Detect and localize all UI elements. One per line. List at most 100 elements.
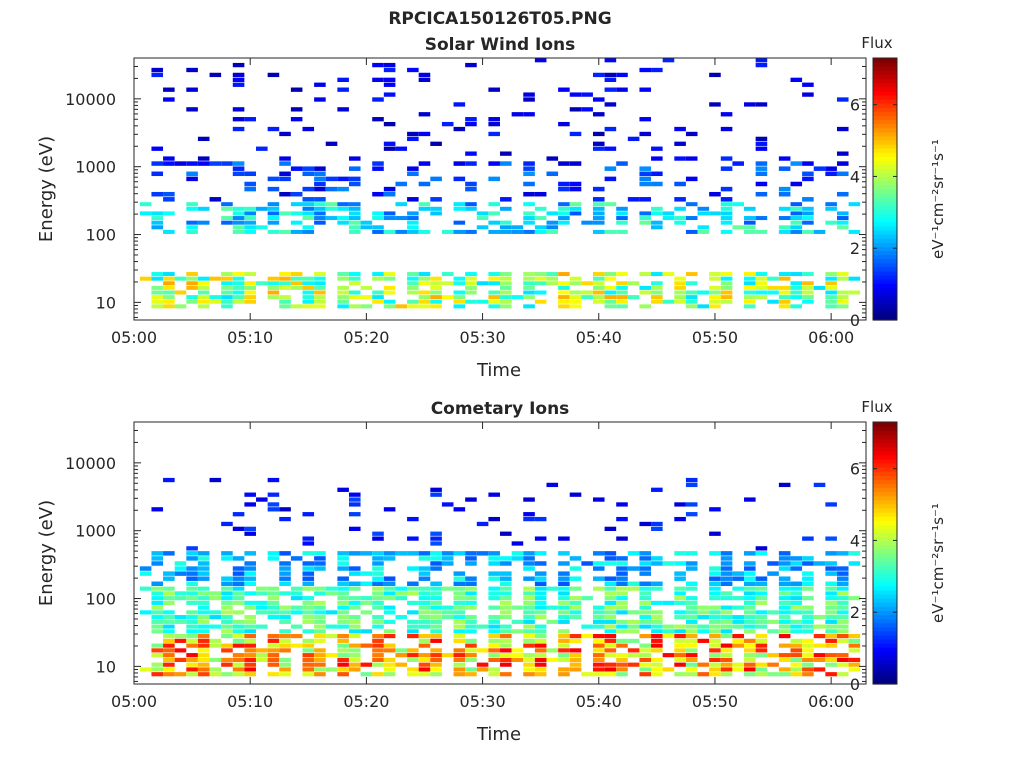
heatmap-cell <box>186 600 198 605</box>
heatmap-cell <box>314 657 326 663</box>
heatmap-cell <box>662 629 675 634</box>
heatmap-cell <box>488 672 500 677</box>
heatmap-cell <box>790 672 803 677</box>
heatmap-cell <box>325 634 338 639</box>
heatmap-cell <box>488 561 500 566</box>
heatmap-cell <box>685 229 698 234</box>
heatmap-cell <box>802 619 814 624</box>
heatmap-cell <box>651 272 663 277</box>
heatmap-cell <box>581 295 593 300</box>
heatmap-cell <box>534 586 547 591</box>
heatmap-cell <box>290 605 303 610</box>
heatmap-cell <box>534 225 547 230</box>
heatmap-cell <box>430 211 442 216</box>
heatmap-cell <box>221 216 233 221</box>
heatmap-cell <box>639 290 652 295</box>
heatmap-cell <box>232 624 245 629</box>
colorbar-segment <box>873 119 897 125</box>
heatmap-cell <box>616 72 628 78</box>
heatmap-cell <box>523 166 535 171</box>
heatmap-cell <box>709 571 721 576</box>
heatmap-cell <box>569 181 582 187</box>
colorbar-segment <box>873 78 897 84</box>
heatmap-cell <box>314 662 326 667</box>
heatmap-cell <box>360 295 373 300</box>
heatmap-cell <box>325 624 338 629</box>
heatmap-cell <box>720 624 733 629</box>
heatmap-cell <box>500 304 512 309</box>
heatmap-cell <box>836 600 849 605</box>
heatmap-cell <box>755 272 768 277</box>
heatmap-cell <box>209 299 222 304</box>
heatmap-cell <box>523 181 535 187</box>
heatmap-cell <box>197 551 210 556</box>
heatmap-cell <box>151 662 164 667</box>
heatmap-cell <box>500 229 512 234</box>
heatmap-cell <box>604 634 617 639</box>
heatmap-cell <box>290 229 303 234</box>
colorbar-tick-label: 6 <box>850 460 860 479</box>
heatmap-cell <box>244 225 256 230</box>
colorbar-segment <box>873 577 897 583</box>
colorbar-segment <box>873 651 897 656</box>
heatmap-cell <box>709 638 721 643</box>
colorbar-segment <box>873 213 897 219</box>
heatmap-cell <box>407 171 419 177</box>
heatmap-cell <box>325 202 338 207</box>
heatmap-cell <box>604 290 617 295</box>
heatmap-cell <box>558 281 570 286</box>
heatmap-cell <box>407 136 419 142</box>
heatmap-cell <box>163 643 175 648</box>
heatmap-cell <box>232 512 245 517</box>
heatmap-cell <box>836 220 849 225</box>
heatmap-cell <box>558 619 570 624</box>
heatmap-cell <box>325 141 338 146</box>
heatmap-cell <box>383 657 396 663</box>
heatmap-cell <box>616 502 628 507</box>
heatmap-cell <box>709 276 721 281</box>
heatmap-cell <box>314 591 326 596</box>
heatmap-cell <box>720 648 733 653</box>
heatmap-cell <box>221 615 233 620</box>
heatmap-cell <box>755 285 768 290</box>
heatmap-cell <box>558 643 570 648</box>
heatmap-cell <box>627 281 640 286</box>
heatmap-cell <box>523 272 535 277</box>
heatmap-cell <box>500 605 512 610</box>
heatmap-cell <box>697 638 710 643</box>
heatmap-cell <box>604 556 617 561</box>
heatmap-cell <box>348 566 361 571</box>
heatmap-cell <box>430 561 442 566</box>
heatmap-cell <box>348 281 361 286</box>
colorbar-segment <box>873 143 897 149</box>
heatmap-cell <box>720 112 733 117</box>
heatmap-cell <box>732 596 744 601</box>
colorbar-tick-label: 4 <box>850 167 860 186</box>
heatmap-cell <box>709 295 721 300</box>
heatmap-cell <box>546 648 559 653</box>
heatmap-cell <box>755 181 768 187</box>
heatmap-cell <box>174 657 187 663</box>
heatmap-cell <box>430 487 442 492</box>
heatmap-cell <box>511 629 524 634</box>
heatmap-cell <box>732 615 744 620</box>
heatmap-cell <box>174 638 187 643</box>
heatmap-cell <box>755 662 768 667</box>
heatmap-cell <box>546 272 559 277</box>
colorbar-segment <box>873 679 897 685</box>
heatmap-cell <box>465 186 477 192</box>
heatmap-cell <box>604 229 617 234</box>
heatmap-cell <box>685 482 698 488</box>
heatmap-cell <box>744 299 756 304</box>
heatmap-cell <box>604 561 617 566</box>
heatmap-cell <box>836 571 849 576</box>
heatmap-cell <box>651 638 663 643</box>
heatmap-cell <box>244 281 256 286</box>
heatmap-cell <box>558 161 570 166</box>
heatmap-cell <box>221 600 233 605</box>
heatmap-cell <box>290 281 303 286</box>
heatmap-cell <box>616 638 628 643</box>
heatmap-cell <box>709 290 721 295</box>
heatmap-cell <box>709 629 721 634</box>
